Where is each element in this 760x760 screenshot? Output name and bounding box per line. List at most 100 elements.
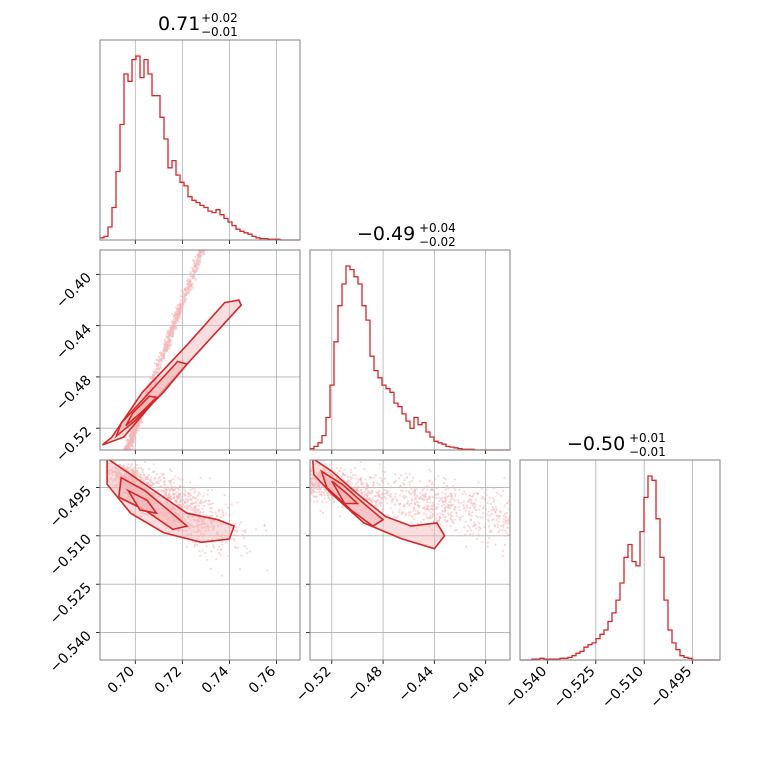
sample-point [224,529,227,532]
sample-point [220,516,223,519]
sample-point [255,528,258,531]
sample-point [490,513,494,516]
sample-point [180,498,183,501]
y-tick-label: −0.525 [47,580,95,628]
sample-point [348,480,351,483]
sample-point [471,502,474,505]
sample-point [350,471,353,474]
sample-point [225,512,228,515]
sample-point [511,521,513,523]
sample-point [185,283,189,286]
sample-point [396,499,399,502]
sample-point [374,494,377,498]
sample-point [474,498,477,501]
sample-point [374,474,377,477]
sample-point [125,456,127,458]
sample-point [436,513,439,516]
sample-point [125,456,127,458]
sample-point [191,275,194,278]
y-tick-label: −0.40 [53,270,95,312]
sample-point [178,516,181,519]
sample-point [122,456,124,458]
sample-point [464,533,467,536]
sample-point [364,478,367,481]
sample-point [400,489,403,492]
sample-point [200,518,203,521]
sample-point [194,265,197,268]
sample-point [221,513,224,516]
sample-point [493,487,496,490]
sample-point [487,525,491,528]
sample-point [168,504,171,507]
sample-point [109,477,112,480]
sample-point [470,518,473,521]
sample-point [418,506,421,509]
sample-point [431,503,434,506]
sample-point [194,489,197,492]
sample-point [187,492,190,495]
sample-point [463,490,466,493]
sample-point [438,500,441,503]
sample-point [378,483,381,486]
sample-point [219,523,222,526]
sample-point [504,516,507,519]
sample-point [170,485,174,488]
sample-point [399,502,402,505]
sample-point [398,494,402,497]
sample-point [305,476,307,478]
sample-point [124,451,126,453]
sample-point [389,486,393,489]
sample-point [382,482,385,485]
sample-point [428,468,431,471]
sample-point [173,488,176,492]
sample-point [253,451,255,453]
sample-point [183,534,187,537]
sample-point [427,496,431,499]
sample-point [193,545,196,548]
sample-point [149,492,152,495]
sample-point [204,529,208,533]
sample-point [349,475,352,478]
sample-point [177,509,180,512]
sample-point [401,495,404,498]
sample-point [443,507,446,510]
sample-point [191,268,194,271]
sample-point [301,479,303,481]
sample-point [123,455,125,457]
sample-point [373,486,376,489]
sample-point [346,476,349,479]
sample-point [241,533,244,537]
sample-point [304,487,306,489]
sample-point [173,511,176,514]
sample-point [394,480,397,483]
sample-point [233,539,236,542]
sample-point [334,470,337,473]
sample-point [181,495,184,498]
sample-point [157,371,160,374]
sample-point [418,480,422,483]
sample-point [409,511,412,514]
sample-point [155,481,158,484]
sample-point [194,255,197,259]
sample-point [505,531,508,534]
sample-point [184,520,187,523]
panel-border [309,459,511,661]
sample-point [163,476,166,480]
sample-point [169,344,172,347]
sample-point [193,491,196,494]
sample-point [461,515,464,518]
title-minus-2: −0.02 [419,235,456,249]
x-tick-label: −0.40 [447,664,489,706]
sample-point [505,521,508,524]
sample-point [121,453,123,455]
sample-point [321,511,325,514]
sample-point [175,319,178,322]
sample-point [134,430,137,433]
sample-point [190,523,193,527]
sample-point [377,502,380,505]
histogram-steps [520,475,720,661]
sample-point [441,513,444,516]
sample-point [454,495,457,498]
panel-border [99,249,301,451]
sample-point [468,500,471,503]
